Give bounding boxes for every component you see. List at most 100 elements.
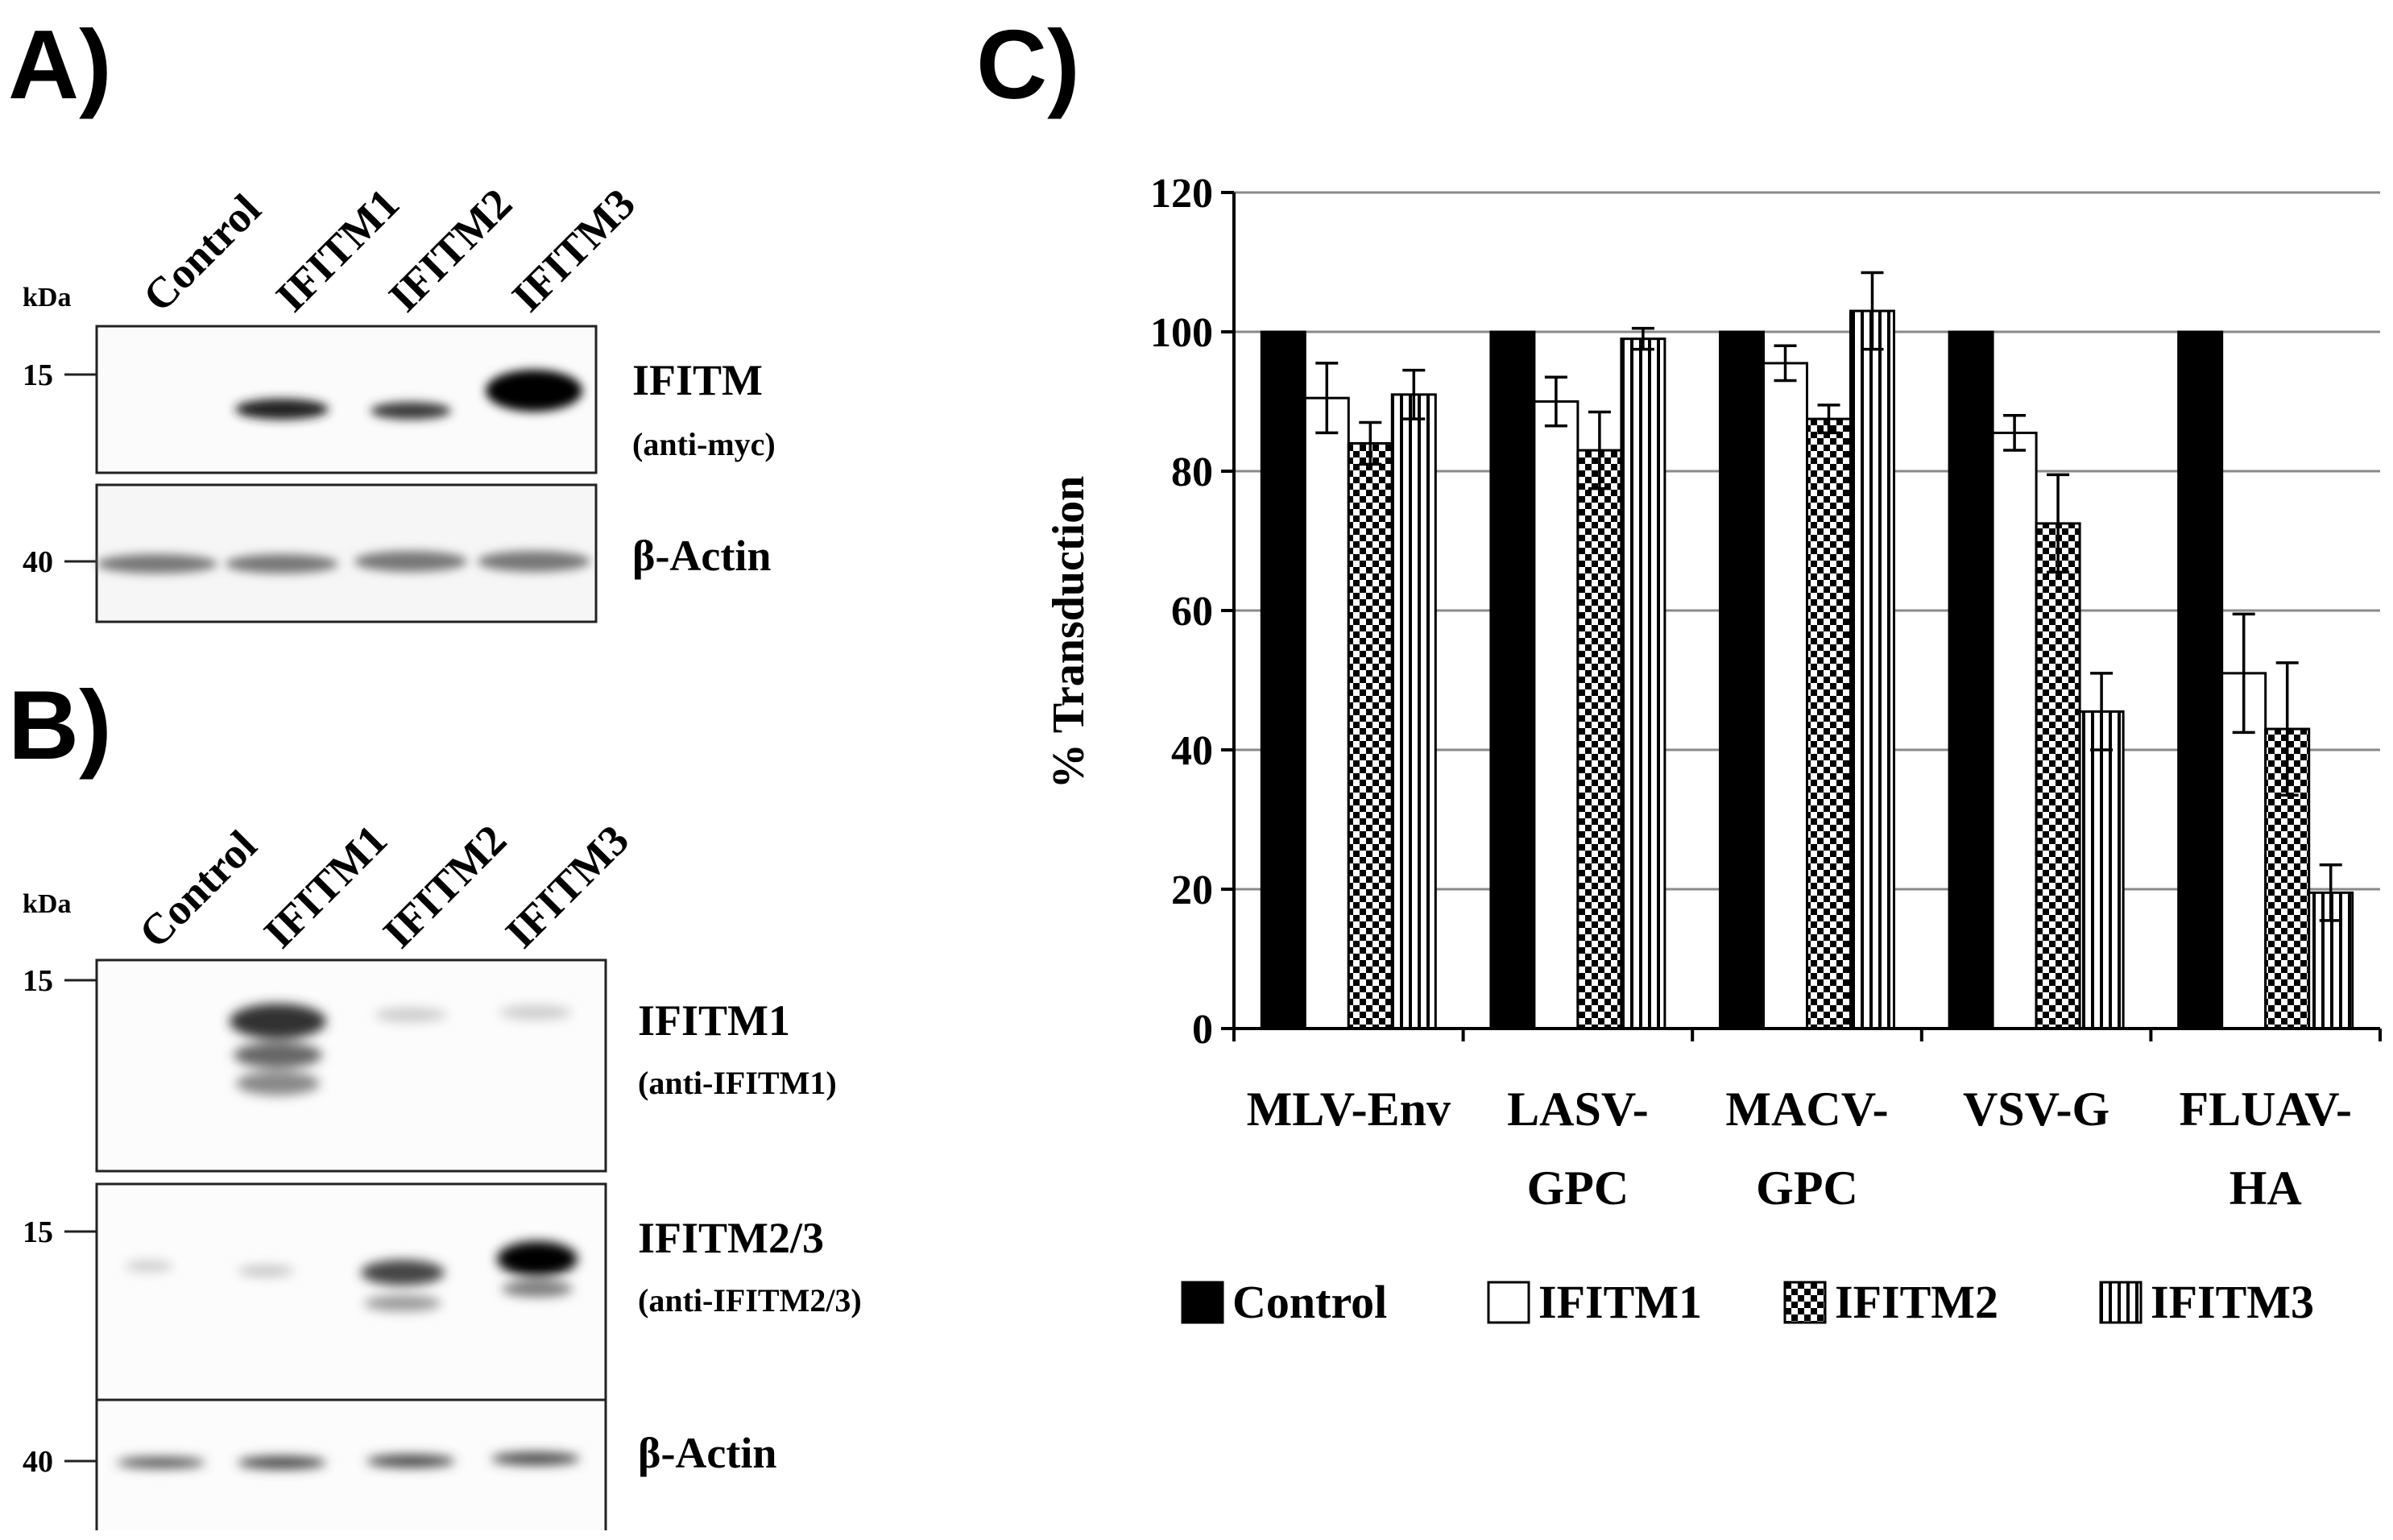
- error-bar-ifitm2-4: [2275, 661, 2299, 797]
- error-bar-ifitm1-3: [2003, 414, 2027, 452]
- error-bars-group: [1315, 271, 2342, 922]
- error-bar-ifitm3-3: [2090, 672, 2114, 751]
- marker-a-actin: 40: [23, 545, 53, 579]
- category-label: MACV-: [1725, 1083, 1888, 1136]
- panel-c-letter-text: C): [976, 10, 1080, 119]
- band-ifitm23-ifitm2-lower: [364, 1295, 441, 1311]
- y-axis-label: % Transduction: [1044, 476, 1094, 789]
- error-bar-ifitm3-2: [1861, 271, 1884, 351]
- legend-item-ifitm2: IFITM2: [1783, 1276, 1998, 1328]
- legend-swatch: [2099, 1281, 2143, 1324]
- panel-a-blots: kDa 15 IFITM (anti-myc) 40 β-Actin: [23, 283, 776, 623]
- y-tick-label: 40: [1171, 728, 1213, 774]
- bar-ifitm1-2: [1762, 362, 1808, 1030]
- kda-label-a: kDa: [23, 283, 71, 313]
- band-actin-ifitm1: [238, 1456, 326, 1469]
- marker-b-ifitm23: 15: [23, 1215, 53, 1249]
- band-ifitm23-ifitm3-lower: [502, 1281, 573, 1297]
- legend-label: IFITM2: [1835, 1276, 1998, 1328]
- band-actin-ifitm3: [478, 551, 590, 572]
- bar-ifitm2-1: [1576, 449, 1623, 1030]
- error-bar-ifitm3-0: [1402, 368, 1426, 420]
- error-bar-ifitm3-1: [1631, 326, 1654, 351]
- error-bar-ifitm2-1: [1588, 410, 1611, 491]
- y-tick-label: 0: [1192, 1007, 1213, 1053]
- legend-label: Control: [1232, 1276, 1387, 1328]
- band-ifitm23-ifitm1: [238, 1265, 294, 1277]
- bar-ifitm2-0: [1347, 441, 1393, 1030]
- error-bar-ifitm3-4: [2319, 863, 2342, 922]
- band-ifitm3: [486, 370, 582, 412]
- bar-ifitm3-0: [1390, 393, 1437, 1030]
- bar-control-2: [1719, 330, 1765, 1030]
- band-ifitm2-faint: [375, 1008, 447, 1022]
- bar-ifitm1-0: [1303, 396, 1350, 1030]
- bar-ifitm1-1: [1533, 400, 1579, 1030]
- error-bar-ifitm2-3: [2047, 473, 2070, 574]
- protein-label-a-ifitm: IFITM: [632, 356, 763, 404]
- legend-swatch: [1783, 1281, 1827, 1324]
- bar-ifitm2-2: [1806, 417, 1852, 1030]
- bar-ifitm3-2: [1849, 309, 1895, 1030]
- band-actin-ifitm2: [366, 1455, 455, 1468]
- category-label: HA: [2229, 1161, 2302, 1215]
- band-actin-ifitm1: [226, 554, 338, 573]
- band-ifitm2: [371, 402, 451, 420]
- y-tick-label: 60: [1171, 589, 1213, 635]
- band-actin-ifitm3: [491, 1452, 580, 1465]
- panel-a-letter-text: A): [8, 10, 112, 119]
- marker-b-ifitm1: 15: [23, 964, 53, 998]
- bar-ifitm2-3: [2035, 522, 2081, 1030]
- panel-b-lane-labels: Control IFITM1 IFITM2 IFITM3: [130, 815, 638, 957]
- bar-series-group: [1260, 309, 2354, 1030]
- bar-control-4: [2177, 330, 2224, 1030]
- band-ifitm1: [235, 399, 329, 420]
- axes: 0 20 40 60 80 100 120: [1150, 171, 2382, 1053]
- band-ifitm1-lower: [236, 1071, 320, 1095]
- bar-ifitm3-3: [2078, 710, 2125, 1030]
- legend-item-ifitm1: IFITM1: [1487, 1276, 1702, 1328]
- bar-control-1: [1489, 330, 1536, 1030]
- marker-b-actin: 40: [23, 1445, 53, 1479]
- bar-ifitm3-1: [1620, 337, 1666, 1030]
- category-label: GPC: [1756, 1161, 1858, 1215]
- error-bar-ifitm2-2: [1817, 404, 1840, 435]
- error-bar-ifitm1-1: [1544, 375, 1567, 428]
- protein-label-b-ifitm1: IFITM1: [638, 996, 790, 1045]
- protein-label-b-ifitm23: IFITM2/3: [638, 1214, 824, 1262]
- y-tick-label: 20: [1171, 867, 1213, 913]
- panel-c-letter: C): [976, 10, 1080, 119]
- panel-a-letter: A): [8, 10, 112, 119]
- error-bar-ifitm2-0: [1359, 420, 1382, 466]
- legend-swatch: [1487, 1281, 1530, 1324]
- panel-b-blots: kDa 15 IFITM1 (anti-IFITM1) 15 IFITM2/3 …: [23, 889, 862, 1530]
- band-ifitm23-ifitm3: [497, 1241, 578, 1277]
- band-actin-control: [97, 554, 217, 573]
- error-bar-ifitm1-2: [1774, 344, 1797, 383]
- category-label: MLV-Env: [1247, 1083, 1451, 1136]
- bar-ifitm1-3: [1991, 431, 2038, 1030]
- antibody-label-a-ifitm: (anti-myc): [632, 426, 776, 462]
- category-label: FLUAV-: [2179, 1083, 2351, 1136]
- band-actin-control: [117, 1457, 205, 1468]
- category-label: VSV-G: [1963, 1083, 2109, 1136]
- kda-label-b: kDa: [23, 889, 71, 919]
- y-tick-label: 80: [1171, 449, 1213, 495]
- panel-a-lane-labels: Control IFITM1 IFITM2 IFITM3: [134, 179, 644, 321]
- band-ifitm1-upper: [230, 1004, 326, 1039]
- legend-label: IFITM3: [2151, 1276, 2314, 1328]
- legend-swatch: [1181, 1281, 1224, 1324]
- panel-b-letter-text: B): [8, 670, 112, 780]
- marker-a-ifitm: 15: [23, 358, 53, 392]
- band-actin-ifitm2: [354, 551, 467, 572]
- band-ifitm23-ifitm2: [361, 1260, 445, 1285]
- category-labels: MLV-Env LASV- GPC MACV- GPC VSV-G FLUAV- HA: [1247, 1083, 2352, 1215]
- y-tick-label: 120: [1150, 171, 1213, 217]
- error-bar-ifitm1-4: [2232, 612, 2255, 735]
- protein-label-a-actin: β-Actin: [632, 532, 771, 580]
- protein-label-b-actin: β-Actin: [638, 1429, 776, 1477]
- category-label: LASV-: [1507, 1083, 1649, 1136]
- antibody-label-b-ifitm1: (anti-IFITM1): [638, 1065, 837, 1101]
- legend: Control IFITM1 IFITM2 IFITM3: [1181, 1276, 2314, 1328]
